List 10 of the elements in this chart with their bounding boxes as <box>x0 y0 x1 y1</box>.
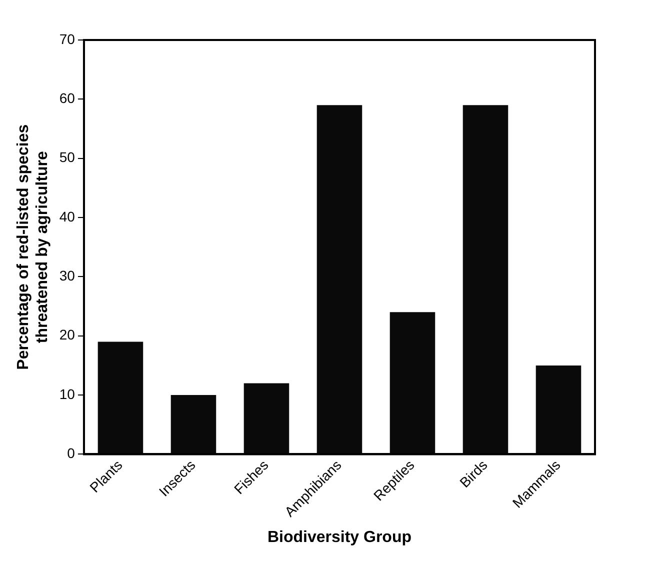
y-tick-label: 60 <box>59 90 76 106</box>
y-tick-label: 70 <box>59 30 76 47</box>
x-axis-title: Biodiversity Group <box>267 528 412 546</box>
y-tick-label: 50 <box>59 149 76 166</box>
y-axis-title: Percentage of red-listed species threatened by agriculture <box>15 124 52 370</box>
y-tick-label: 10 <box>59 386 76 402</box>
y-tick-label: 20 <box>59 326 76 343</box>
y-tick-label: 40 <box>59 208 76 224</box>
y-tick-label: 0 <box>67 445 76 462</box>
y-tick-label: 30 <box>59 268 76 284</box>
